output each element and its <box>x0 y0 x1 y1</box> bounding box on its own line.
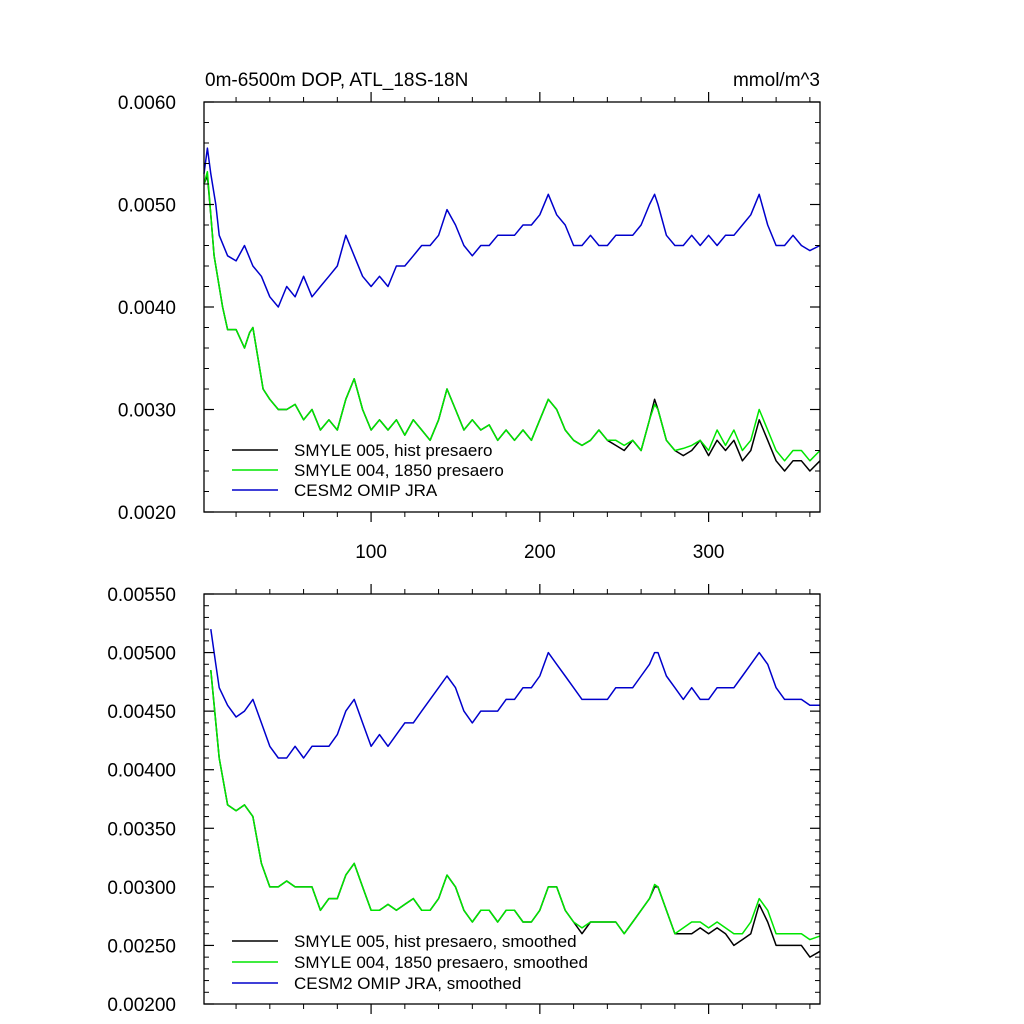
y-tick-label: 0.00200 <box>107 995 176 1016</box>
y-tick-label: 0.00300 <box>107 878 176 899</box>
y-tick-label: 0.0040 <box>118 298 176 319</box>
series-line-top-3 <box>203 147 821 308</box>
legend-label-top-1: SMYLE 005, hist presaero <box>294 441 492 460</box>
legend-label-top-3: CESM2 OMIP JRA <box>294 481 438 500</box>
y-tick-label: 0.00400 <box>107 761 176 782</box>
plot-frame-bottom <box>203 593 821 1005</box>
units-label: mmol/m^3 <box>733 70 820 91</box>
series-line-top-2 <box>203 170 821 462</box>
series-layer-top <box>203 147 821 472</box>
y-tick-label: 0.0020 <box>118 503 176 524</box>
x-tick-label: 200 <box>524 542 556 563</box>
legend-label-bottom-2: SMYLE 004, 1850 presaero, smoothed <box>294 953 588 972</box>
ticks-top: 0.0020 0.0030 0.0040 0.0050 0.0060 100 200 300 <box>118 92 820 563</box>
y-tick-label: 0.00550 <box>107 585 176 606</box>
series-layer-bottom <box>210 628 821 958</box>
y-tick-label: 0.0060 <box>118 93 176 114</box>
y-tick-label: 0.0050 <box>118 196 176 217</box>
y-tick-label: 0.00450 <box>107 702 176 723</box>
y-tick-label: 0.0030 <box>118 401 176 422</box>
series-line-bottom-1 <box>210 670 821 958</box>
legend-label-bottom-3: CESM2 OMIP JRA, smoothed <box>294 974 521 993</box>
x-tick-label: 300 <box>693 542 725 563</box>
panel-top: 0m-6500m DOP, ATL_18S-18N mmol/m^3 0.002… <box>118 70 821 563</box>
chart-title: 0m-6500m DOP, ATL_18S-18N <box>205 70 468 91</box>
x-tick-label: 100 <box>355 542 387 563</box>
panel-bottom: 0.00200 0.00250 0.00300 0.00350 0.00400 0.004… <box>107 584 821 1016</box>
legend-bottom: SMYLE 005, hist presaero, smoothed SMYLE … <box>232 932 588 993</box>
ticks-bottom: 0.00200 0.00250 0.00300 0.00350 0.00400 0.004… <box>107 584 820 1016</box>
series-line-bottom-3 <box>210 628 820 759</box>
series-line-top-1 <box>203 175 821 472</box>
legend-label-top-2: SMYLE 004, 1850 presaero <box>294 461 504 480</box>
y-tick-label: 0.00500 <box>107 644 176 665</box>
legend-label-bottom-1: SMYLE 005, hist presaero, smoothed <box>294 932 577 951</box>
y-tick-label: 0.00250 <box>107 936 176 957</box>
series-line-bottom-2 <box>210 670 821 941</box>
y-tick-label: 0.00350 <box>107 819 176 840</box>
